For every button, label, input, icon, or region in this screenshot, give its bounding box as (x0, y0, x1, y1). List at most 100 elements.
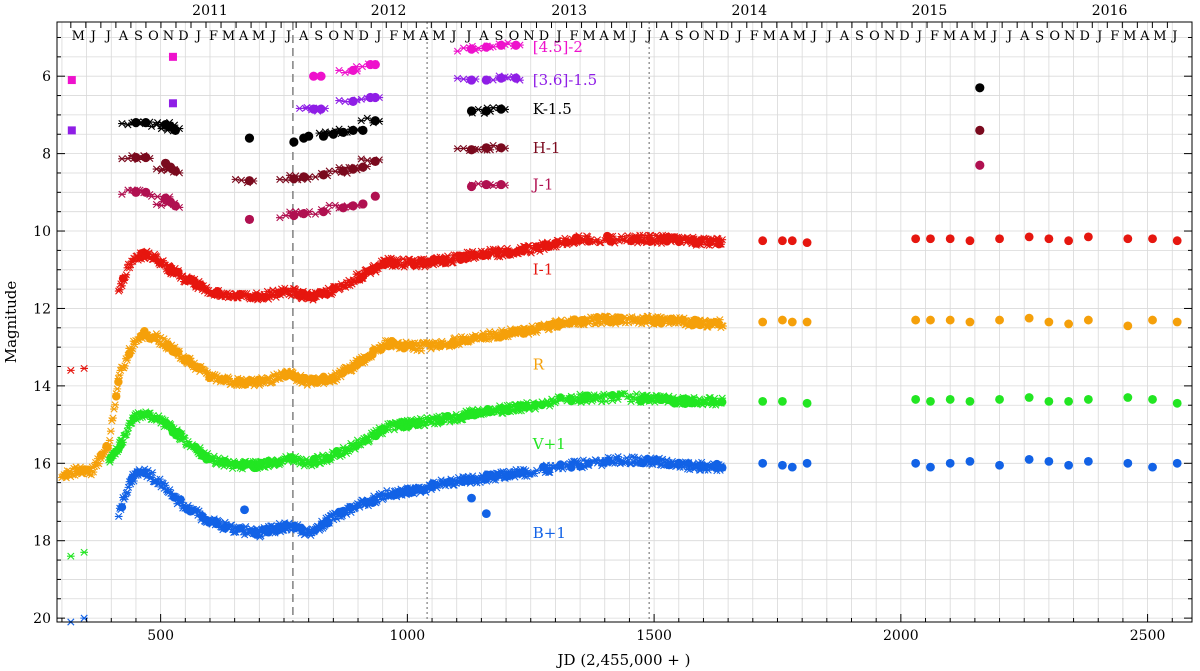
j-1-point (244, 214, 255, 225)
month-label: M (432, 29, 445, 44)
j-1-cross (323, 207, 332, 215)
k-1-5-cross (347, 125, 355, 133)
i-1-cross (145, 249, 153, 257)
year-label: 2011 (192, 3, 228, 19)
r-cross (106, 427, 115, 435)
v-1-point (1064, 396, 1074, 406)
y-tick-label: 20 (33, 611, 51, 627)
3-6-1-5-cross (375, 93, 384, 102)
h-1-cross (483, 146, 491, 154)
3-6-1-5-cross (489, 76, 497, 84)
b-1-point (481, 509, 491, 519)
month-label: M (943, 29, 956, 44)
series-label-3-6-1-5: [3.6]-1.5 (533, 71, 597, 89)
j-1-cross (317, 205, 326, 214)
x-tick-label: 500 (147, 628, 174, 644)
b-1-point (1064, 460, 1074, 470)
r-cross (105, 436, 114, 445)
j-1-cross (311, 210, 320, 218)
v-1-point (1024, 393, 1034, 402)
j-1-cross (118, 190, 126, 198)
v-1-point (965, 396, 975, 406)
month-label: A (1139, 29, 1150, 44)
v-1-point (1123, 393, 1133, 402)
r-cross (110, 405, 118, 413)
month-label: F (389, 29, 398, 44)
v-1-point (945, 395, 955, 404)
i-1-point (995, 234, 1004, 244)
3-6-1-5-cross (516, 76, 524, 84)
month-label: J (104, 29, 111, 44)
month-label: M (252, 29, 265, 44)
v-1-point (778, 396, 787, 406)
y-axis-label: Magnitude (2, 281, 20, 364)
year-label: 2014 (732, 3, 768, 19)
month-label: J (915, 29, 922, 44)
i-1-point (1123, 234, 1133, 244)
b-1-point (995, 460, 1004, 470)
month-label: J (645, 29, 652, 44)
month-label: O (689, 29, 700, 44)
h-1-cross (363, 156, 372, 164)
month-label: J (464, 29, 471, 44)
b-1-cross (114, 512, 123, 520)
v-1-point (1083, 395, 1093, 404)
b-1-point (758, 458, 768, 468)
month-label: M (973, 29, 986, 44)
month-label: A (779, 29, 790, 44)
plot-frame (56, 21, 1193, 623)
3-6-1-5-cross (321, 104, 329, 113)
r-cross (111, 401, 119, 409)
r-point (1172, 317, 1182, 327)
month-label: J (1005, 29, 1012, 44)
k-1-5-cross (468, 109, 477, 117)
h-1-cross (323, 172, 332, 180)
k-1-5-cross (375, 117, 384, 125)
i-1-point (787, 236, 797, 246)
i-1-point (1148, 234, 1157, 244)
month-label: A (1019, 29, 1030, 44)
i-1-point (911, 234, 921, 244)
b-1-cross (124, 483, 133, 491)
3-6-1-5-cross (357, 95, 366, 103)
y-tick-label: 8 (42, 147, 51, 163)
h-1-cross (133, 155, 142, 164)
i-1-point (758, 236, 768, 246)
b-1-point (1044, 456, 1054, 466)
h-1-cross (291, 172, 300, 180)
month-label: D (1080, 29, 1090, 44)
month-label: J (630, 29, 637, 44)
early-cross-point (66, 366, 75, 374)
r-point (787, 317, 797, 327)
v-1-point (1044, 396, 1054, 406)
b-1-point (1024, 455, 1034, 464)
b-1-point (467, 493, 476, 503)
x-tick-label: 2500 (1130, 628, 1166, 644)
b-1-cross (130, 477, 138, 485)
h-1-cross (276, 175, 284, 183)
h-1-cross (163, 166, 172, 174)
b-1-dot (718, 463, 727, 472)
v-1-cross (632, 390, 641, 398)
k-1-5-cross (145, 118, 154, 126)
month-label: M (763, 29, 776, 44)
b-1-cross (148, 469, 157, 477)
i-1-cross (718, 236, 727, 244)
month-label: F (930, 29, 939, 44)
k-1-5-cross (158, 120, 167, 128)
month-label: A (298, 29, 309, 44)
month-label: D (178, 29, 188, 44)
early-cross-point (66, 552, 75, 560)
month-label: S (134, 29, 143, 44)
axis-ticks: 500 1000 1500 2000 2500 6 8 10 12 14 16 18 20 (33, 36, 1192, 644)
r-cross (121, 362, 129, 370)
3-6-1-5-cross (309, 105, 317, 113)
month-label: J (735, 29, 742, 44)
i-1-point (778, 236, 787, 246)
3-6-1-5-cross (347, 98, 355, 106)
h-1-cross (495, 145, 503, 153)
3-6-1-5-cross (510, 73, 518, 81)
j-1-cross (133, 186, 142, 194)
4-5-2-cross (516, 41, 524, 49)
